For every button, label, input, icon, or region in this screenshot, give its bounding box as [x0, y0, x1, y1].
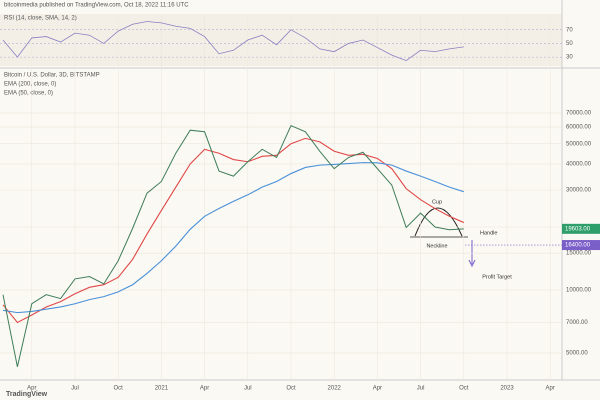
x-tick-label: 2022 — [328, 386, 342, 392]
y-tick-label: 60000.00 — [566, 125, 592, 131]
y-tick-label: 70000.00 — [566, 111, 592, 117]
profit-target-box — [562, 240, 600, 251]
x-tick-label: Oct — [114, 386, 124, 392]
y-tick-label: 15000.00 — [566, 251, 592, 257]
line — [2, 137, 465, 324]
rsi-tick-label: 70 — [566, 27, 573, 33]
current-price-label: 19603.00 — [565, 226, 591, 232]
footer: TradingView — [6, 391, 48, 398]
y-tick-label: 50000.00 — [566, 141, 592, 147]
line — [2, 162, 464, 314]
annotation: Cup — [432, 199, 442, 205]
y-tick-label: 5000.00 — [566, 351, 588, 357]
x-tick-label: Jul — [244, 386, 252, 392]
target-arrowhead — [468, 259, 476, 268]
annotation: Neckline — [426, 243, 447, 249]
line — [2, 21, 464, 62]
header: bitcoinmedia published on TradingView.co… — [4, 3, 189, 9]
rsi-label: RSI (14, close, SMA, 14, 2) — [4, 16, 77, 22]
x-tick-label: 2021 — [155, 386, 169, 392]
chart-title: Bitcoin / U.S. Dollar, 3D, BITSTAMP — [4, 73, 100, 79]
x-tick-label: Apr — [200, 386, 209, 392]
x-tick-label: 2023 — [500, 386, 514, 392]
y-tick-label: 7000.00 — [566, 320, 588, 326]
rsi-tick-label: 50 — [566, 41, 573, 47]
rsi-tick-label: 30 — [566, 55, 573, 61]
y-tick-label: 40000.00 — [566, 162, 592, 168]
legend-ema50: EMA (50, close, 0) — [4, 91, 53, 97]
x-tick-label: Apr — [546, 386, 555, 392]
current-price-box — [562, 223, 600, 234]
x-tick-label: Oct — [286, 386, 296, 392]
line — [2, 124, 464, 367]
cup-arc — [414, 207, 463, 237]
x-tick-label: Apr — [373, 386, 382, 392]
x-tick-label: Jul — [71, 386, 79, 392]
annotation: Handle — [480, 230, 497, 236]
x-tick-label: Oct — [459, 386, 469, 392]
x-tick-label: Jul — [417, 386, 425, 392]
y-tick-label: 30000.00 — [566, 188, 592, 194]
profit-target-label: 16400.00 — [565, 243, 591, 249]
annotation: Profit Target — [482, 274, 512, 280]
y-tick-label: 10000.00 — [566, 288, 592, 294]
x-tick-label: Apr — [27, 386, 36, 392]
legend-ema200: EMA (200, close, 0) — [4, 82, 56, 88]
